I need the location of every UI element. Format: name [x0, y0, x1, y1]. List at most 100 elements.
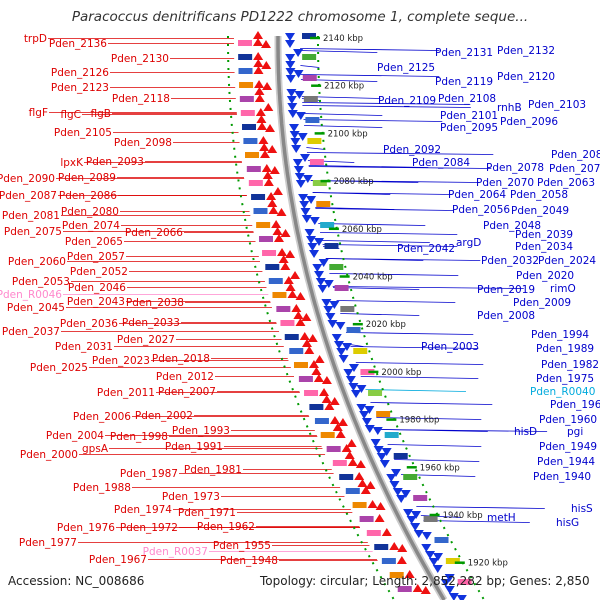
- gene-label-pden_2074[interactable]: Pden_2074: [62, 220, 120, 232]
- forward-gene-arrow[interactable]: [285, 250, 296, 258]
- forward-gene-arrow[interactable]: [263, 178, 274, 186]
- gene-label-pden_2004[interactable]: Pden_2004: [46, 430, 104, 442]
- gene-label-pden_2008[interactable]: Pden_2008: [477, 310, 535, 322]
- gene-label-pden_1962[interactable]: Pden_1962: [197, 521, 255, 533]
- feature-box-right[interactable]: [346, 327, 361, 333]
- forward-gene-arrow[interactable]: [262, 171, 273, 179]
- gene-label-pden_2025[interactable]: Pden_2025: [30, 362, 88, 374]
- gene-label-pden_1948[interactable]: Pden_1948: [220, 555, 278, 567]
- forward-gene-arrow[interactable]: [254, 80, 265, 88]
- reverse-gene-arrow[interactable]: [421, 532, 432, 540]
- reverse-gene-arrow[interactable]: [306, 196, 317, 204]
- gene-label-pden_r0040[interactable]: Pden_R0040: [530, 386, 595, 398]
- forward-gene-arrow[interactable]: [291, 304, 302, 312]
- feature-box-right[interactable]: [457, 579, 472, 585]
- reverse-gene-arrow[interactable]: [338, 355, 349, 363]
- reverse-gene-arrow[interactable]: [285, 54, 296, 62]
- feature-box-right[interactable]: [368, 390, 383, 396]
- gene-label-lpxk[interactable]: lpxK: [60, 157, 84, 169]
- forward-gene-arrow[interactable]: [319, 388, 330, 396]
- gene-label-pden_2043[interactable]: Pden_2043: [67, 296, 125, 308]
- gene-label-pden_2048[interactable]: Pden_2048: [483, 220, 541, 232]
- feature-box-left[interactable]: [326, 446, 341, 452]
- reverse-gene-arrow[interactable]: [295, 112, 306, 120]
- forward-gene-arrow[interactable]: [276, 208, 287, 216]
- forward-gene-arrow[interactable]: [321, 395, 332, 403]
- gene-label-pden_2018[interactable]: Pden_2018: [152, 353, 210, 365]
- reverse-gene-arrow[interactable]: [356, 385, 367, 393]
- gene-label-pden_2136[interactable]: Pden_2136: [49, 38, 107, 50]
- gene-label-pden_2118[interactable]: Pden_2118: [112, 93, 170, 105]
- feature-box-left[interactable]: [280, 320, 295, 326]
- feature-box-right[interactable]: [360, 369, 375, 375]
- forward-gene-arrow[interactable]: [341, 444, 352, 452]
- gene-label-pden_2003[interactable]: Pden_2003: [421, 341, 479, 353]
- forward-gene-arrow[interactable]: [355, 460, 366, 468]
- gene-label-meth[interactable]: metH: [487, 512, 516, 524]
- feature-box-left[interactable]: [374, 544, 389, 550]
- gene-label-pden_2083[interactable]: Pden_2083: [551, 149, 600, 161]
- reverse-gene-arrow[interactable]: [351, 390, 362, 398]
- reverse-gene-arrow[interactable]: [293, 166, 304, 174]
- reverse-gene-arrow[interactable]: [410, 523, 421, 531]
- forward-gene-arrow[interactable]: [396, 556, 407, 564]
- reverse-gene-arrow[interactable]: [396, 495, 407, 503]
- gene-label-pden_2036[interactable]: Pden_2036: [60, 318, 118, 330]
- reverse-gene-arrow[interactable]: [406, 516, 417, 524]
- forward-gene-arrow[interactable]: [329, 416, 340, 424]
- gene-label-argd[interactable]: argD: [456, 237, 481, 249]
- reverse-gene-arrow[interactable]: [315, 278, 326, 286]
- gene-label-pden_2132[interactable]: Pden_2132: [497, 45, 555, 57]
- gene-label-pden_1977[interactable]: Pden_1977: [19, 537, 77, 549]
- feature-box-right[interactable]: [340, 306, 355, 312]
- reverse-gene-arrow[interactable]: [373, 446, 384, 454]
- reverse-gene-arrow[interactable]: [432, 565, 443, 573]
- gene-label-pden_2009[interactable]: Pden_2009: [513, 297, 571, 309]
- forward-gene-arrow[interactable]: [269, 166, 280, 174]
- gene-label-pden_2020[interactable]: Pden_2020: [516, 270, 574, 282]
- forward-gene-arrow[interactable]: [375, 502, 386, 510]
- feature-box-left[interactable]: [245, 152, 260, 158]
- forward-gene-arrow[interactable]: [261, 61, 272, 69]
- reverse-gene-arrow[interactable]: [400, 490, 411, 498]
- reverse-gene-arrow[interactable]: [341, 343, 352, 351]
- feature-box-left[interactable]: [243, 138, 258, 144]
- gene-label-hiss[interactable]: hisS: [571, 503, 593, 515]
- gene-label-pden_1993[interactable]: Pden_1993: [172, 425, 230, 437]
- forward-gene-arrow[interactable]: [308, 360, 319, 368]
- reverse-gene-arrow[interactable]: [425, 551, 436, 559]
- feature-box-left[interactable]: [284, 334, 299, 340]
- gene-label-pden_2027[interactable]: Pden_2027: [117, 334, 175, 346]
- reverse-gene-arrow[interactable]: [289, 131, 300, 139]
- reverse-gene-arrow[interactable]: [386, 474, 397, 482]
- reverse-gene-arrow[interactable]: [291, 145, 302, 153]
- feature-box-right[interactable]: [316, 201, 331, 207]
- feature-box-left[interactable]: [289, 348, 304, 354]
- forward-gene-arrow[interactable]: [311, 367, 322, 375]
- forward-gene-arrow[interactable]: [277, 248, 288, 256]
- reverse-gene-arrow[interactable]: [285, 75, 296, 83]
- reverse-gene-arrow[interactable]: [370, 439, 381, 447]
- feature-box-left[interactable]: [314, 418, 329, 424]
- feature-box-right[interactable]: [353, 348, 368, 354]
- feature-box-right[interactable]: [393, 453, 408, 459]
- feature-box-right[interactable]: [324, 243, 339, 249]
- gene-label-pden_2053[interactable]: Pden_2053: [12, 276, 70, 288]
- forward-gene-arrow[interactable]: [254, 94, 265, 102]
- forward-gene-arrow[interactable]: [273, 234, 284, 242]
- reverse-gene-arrow[interactable]: [359, 411, 370, 419]
- reverse-gene-arrow[interactable]: [318, 259, 329, 267]
- reverse-gene-arrow[interactable]: [348, 383, 359, 391]
- forward-gene-arrow[interactable]: [260, 150, 271, 158]
- forward-gene-arrow[interactable]: [360, 486, 371, 494]
- forward-gene-arrow[interactable]: [253, 52, 264, 60]
- forward-gene-arrow[interactable]: [271, 220, 282, 228]
- reverse-gene-arrow[interactable]: [300, 208, 311, 216]
- reverse-gene-arrow[interactable]: [390, 469, 401, 477]
- forward-gene-arrow[interactable]: [295, 292, 306, 300]
- gene-label-pden_1982[interactable]: Pden_1982: [541, 359, 599, 371]
- feature-box-left[interactable]: [253, 208, 268, 214]
- reverse-gene-arrow[interactable]: [444, 574, 455, 582]
- feature-box-left[interactable]: [238, 40, 253, 46]
- forward-gene-arrow[interactable]: [272, 227, 283, 235]
